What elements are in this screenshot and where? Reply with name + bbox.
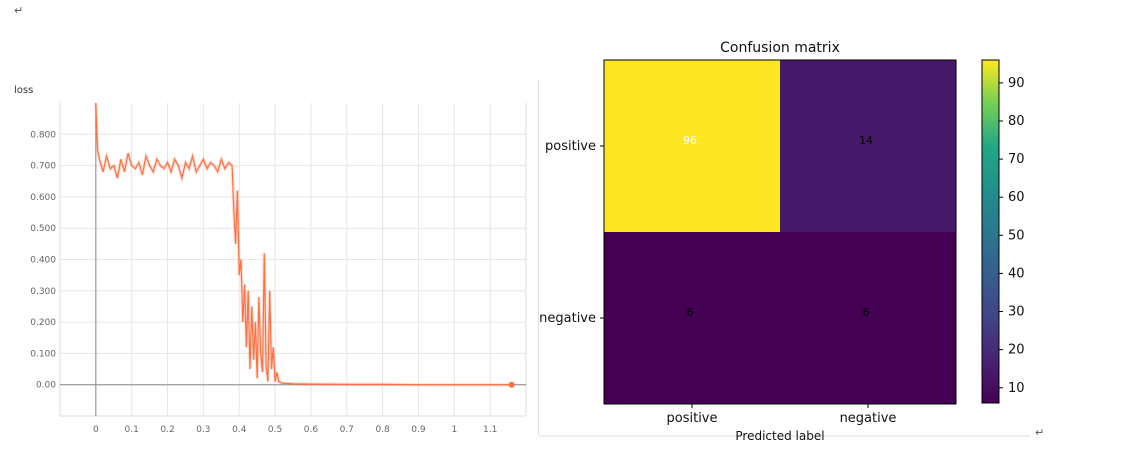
column-label: negative bbox=[840, 411, 897, 426]
loss-x-tick-label: 0.7 bbox=[340, 425, 354, 435]
confusion-matrix-panel: Confusion matrix 96 14 6 6 positive negative p… bbox=[530, 0, 1050, 465]
loss-y-tick-label: 0.300 bbox=[30, 287, 56, 297]
column-label: positive bbox=[667, 411, 718, 426]
confusion-matrix-value: 6 bbox=[687, 306, 694, 319]
loss-x-tick-label: 0.8 bbox=[375, 425, 390, 435]
colorbar-tick-label: 70 bbox=[1008, 152, 1025, 167]
loss-x-tick-label: 0.3 bbox=[196, 425, 210, 435]
confusion-matrix-value: 14 bbox=[859, 134, 873, 147]
row-label: negative bbox=[539, 311, 596, 326]
return-mark-top-left: ↵ bbox=[14, 4, 24, 17]
loss-x-tick-label: 0.5 bbox=[268, 425, 282, 435]
confusion-matrix-cells bbox=[603, 59, 957, 405]
loss-y-tick-label: 0.400 bbox=[30, 256, 56, 266]
confusion-matrix-title: Confusion matrix bbox=[720, 40, 840, 56]
confusion-matrix-labels: 96 14 6 6 positive negative positive negative bbox=[539, 134, 896, 426]
colorbar-tick-label: 60 bbox=[1008, 190, 1025, 205]
loss-y-tick-label: 0.200 bbox=[30, 318, 56, 328]
colorbar-gradient bbox=[981, 59, 1000, 404]
colorbar-tick-label: 80 bbox=[1008, 114, 1025, 129]
loss-x-tick-labels: 0 0.1 0.2 0.3 0.4 0.5 0.6 0.7 0.8 0.9 1 1.1 bbox=[93, 425, 497, 435]
colorbar-tick-label: 30 bbox=[1008, 305, 1025, 320]
loss-x-tick-label: 0.4 bbox=[232, 425, 247, 435]
loss-y-tick-labels: 0.00 0.100 0.200 0.300 0.400 0.500 0.600 0.700 0… bbox=[30, 130, 56, 390]
confusion-matrix-cell bbox=[780, 232, 956, 404]
confusion-matrix-cell bbox=[780, 60, 956, 232]
confusion-matrix-x-axis-label: Predicted label bbox=[735, 429, 824, 443]
colorbar-tick-label: 10 bbox=[1008, 381, 1025, 396]
loss-x-tick-label: 1.1 bbox=[483, 425, 497, 435]
loss-chart-title: loss bbox=[14, 85, 33, 96]
loss-x-tick-label: 0.6 bbox=[304, 425, 319, 435]
loss-x-tick-label: 0.1 bbox=[125, 425, 139, 435]
loss-y-tick-label: 0.500 bbox=[30, 224, 56, 234]
loss-y-tick-label: 0.00 bbox=[36, 381, 56, 391]
loss-raw-line bbox=[94, 102, 512, 387]
loss-y-tick-label: 0.800 bbox=[30, 130, 56, 140]
loss-line bbox=[95, 102, 512, 386]
loss-chart: loss 0 0.1 0.2 0.3 0.4 0.5 0.6 0.7 0.8 0.9 1 1.1 0.… bbox=[14, 85, 527, 435]
loss-chart-panel: loss 0 0.1 0.2 0.3 0.4 0.5 0.6 0.7 0.8 0.9 1 1.1 0.… bbox=[0, 0, 539, 465]
confusion-matrix-cell bbox=[604, 60, 780, 232]
colorbar-tick-label: 20 bbox=[1008, 343, 1025, 358]
return-mark-bottom-right: ↵ bbox=[1035, 426, 1045, 439]
confusion-matrix-chart: Confusion matrix 96 14 6 6 positive negative p… bbox=[539, 40, 1030, 443]
loss-y-tick-label: 0.100 bbox=[30, 349, 56, 359]
confusion-matrix-value: 96 bbox=[683, 134, 697, 147]
confusion-matrix-cell bbox=[604, 232, 780, 404]
loss-y-tick-label: 0.600 bbox=[30, 193, 56, 203]
colorbar: 10 20 30 40 50 60 70 80 90 bbox=[981, 59, 1025, 404]
loss-series bbox=[94, 102, 515, 388]
loss-grid bbox=[60, 103, 526, 416]
confusion-matrix-frame bbox=[603, 59, 957, 405]
loss-x-tick-label: 0.2 bbox=[160, 425, 174, 435]
loss-y-tick-label: 0.700 bbox=[30, 162, 56, 172]
loss-x-tick-label: 1 bbox=[451, 425, 457, 435]
colorbar-tick-label: 50 bbox=[1008, 228, 1025, 243]
loss-last-point bbox=[508, 381, 515, 388]
colorbar-tick-label: 90 bbox=[1008, 76, 1025, 91]
row-label: positive bbox=[545, 139, 596, 154]
colorbar-tick-label: 40 bbox=[1008, 266, 1025, 281]
loss-x-tick-label: 0.9 bbox=[411, 425, 426, 435]
loss-panel-border bbox=[538, 80, 539, 435]
confusion-matrix-value: 6 bbox=[863, 306, 870, 319]
loss-x-tick-label: 0 bbox=[93, 425, 99, 435]
